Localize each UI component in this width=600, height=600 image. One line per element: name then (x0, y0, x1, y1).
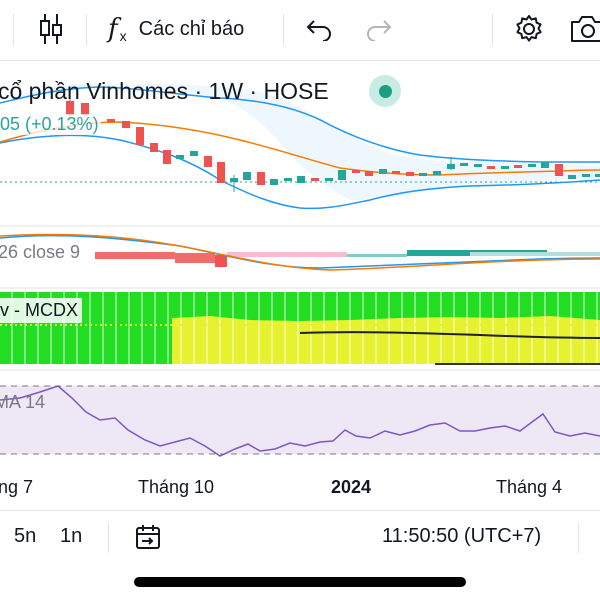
settings-icon[interactable] (513, 0, 545, 58)
bottom-divider (108, 523, 109, 553)
x-axis-label: Tháng 10 (138, 477, 215, 497)
mcdx-black-line (299, 331, 600, 339)
bottom-bar: 5n 1n 11:50:50 (UTC+7) (0, 510, 600, 569)
home-indicator[interactable] (134, 577, 466, 587)
interval-5n-button[interactable]: 5n (14, 525, 37, 547)
x-axis-label: 2024 (331, 477, 372, 497)
clock-timezone[interactable]: 11:50:50 (UTC+7) (382, 525, 542, 547)
camera-icon[interactable] (570, 0, 600, 58)
macd-legend[interactable]: 26 close 9 (0, 242, 83, 263)
toolbar-divider (86, 14, 87, 46)
rsi-line (0, 385, 600, 457)
mcdx-yellow-area (172, 316, 600, 364)
rsi-legend[interactable]: MA 14 (0, 392, 46, 412)
bollinger-lower-line (0, 134, 600, 210)
indicators-button[interactable]: f x Các chỉ báo (108, 0, 244, 58)
x-axis-label: Tháng 4 (496, 477, 563, 497)
toolbar-divider (13, 14, 14, 46)
function-icon-sub: x (119, 28, 127, 44)
undo-icon[interactable] (305, 0, 333, 58)
market-status-icon[interactable] (369, 75, 401, 107)
candles-icon[interactable] (36, 0, 66, 58)
rsi-band (0, 386, 600, 454)
bottom-divider (578, 523, 579, 553)
interval-1n-button[interactable]: 1n (60, 525, 83, 547)
macd-line (0, 234, 600, 269)
top-toolbar: f x Các chỉ báo (0, 0, 600, 61)
moving-average-line (0, 121, 600, 176)
bollinger-upper-line (0, 86, 600, 163)
function-icon: f (108, 14, 118, 44)
indicators-label: Các chỉ báo (138, 17, 245, 40)
macd-histogram (95, 250, 600, 267)
toolbar-divider (283, 14, 284, 46)
candles (66, 94, 600, 192)
goto-date-icon[interactable] (134, 523, 162, 557)
chart-canvas[interactable] (0, 61, 600, 466)
x-axis-label: ng 7 (0, 477, 34, 497)
chart-area[interactable] (0, 61, 600, 466)
toolbar-divider (492, 14, 493, 46)
macd-signal-line (0, 233, 600, 271)
bollinger-band-fill (0, 83, 600, 200)
price-change: 05 (+0.13%) (0, 114, 101, 135)
mcdx-grid (11, 292, 598, 364)
mcdx-legend[interactable]: v - MCDX (0, 298, 82, 323)
redo-icon[interactable] (365, 0, 393, 58)
chart-title[interactable]: cổ phần Vinhomes · 1W · HOSE (0, 78, 329, 104)
